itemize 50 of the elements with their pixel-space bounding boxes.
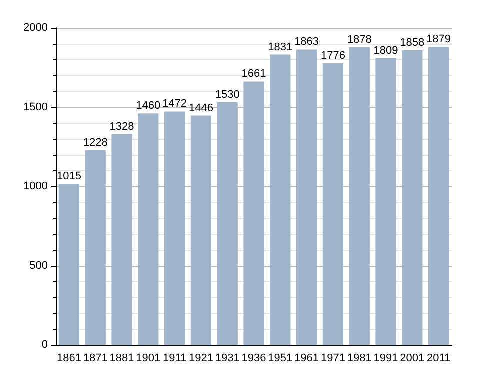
data-label: 1863 (294, 36, 320, 48)
bar (217, 102, 238, 345)
data-label: 1446 (188, 102, 214, 114)
bar (244, 82, 264, 345)
bar (164, 112, 186, 345)
data-label: 1472 (162, 98, 188, 110)
x-tick-label: 1881 (110, 352, 134, 364)
y-tick-label: 1000 (24, 180, 48, 192)
bar (376, 58, 396, 345)
data-label: 1661 (242, 68, 266, 80)
bar (428, 47, 450, 345)
bar (270, 54, 291, 345)
data-label: 1809 (374, 44, 398, 57)
bar (349, 47, 370, 345)
x-tick-label: 1981 (347, 352, 372, 364)
data-label: 1858 (400, 37, 425, 50)
data-label: 1878 (347, 34, 372, 46)
data-label: 1530 (215, 88, 240, 101)
bar (85, 150, 106, 345)
x-tick-label: 2001 (400, 352, 425, 364)
x-tick-label: 1931 (215, 352, 240, 364)
data-label: 1776 (320, 50, 346, 62)
x-tick-label: 1971 (320, 352, 346, 364)
x-tick-label: 1961 (294, 352, 320, 364)
bar (58, 184, 80, 345)
y-tick-label: 1500 (24, 101, 48, 114)
data-label: 1831 (268, 41, 293, 54)
x-tick-label: 1951 (268, 352, 293, 364)
y-tick-label: 2000 (24, 22, 48, 34)
data-label: 1328 (110, 121, 134, 134)
bar (190, 116, 212, 345)
x-tick-label: 1991 (374, 352, 398, 364)
x-tick-label: 1936 (242, 352, 266, 364)
data-label: 1228 (83, 136, 108, 149)
bar (322, 64, 344, 345)
x-tick-label: 1901 (136, 352, 161, 364)
bar (402, 50, 423, 345)
x-tick-label: 1871 (83, 352, 108, 364)
y-tick-label: 500 (30, 260, 48, 272)
data-label: 1879 (426, 34, 452, 46)
x-tick-label: 1921 (188, 352, 214, 364)
y-tick-label: 0 (42, 339, 48, 351)
x-tick-label: 1911 (162, 352, 187, 364)
bar (112, 134, 132, 345)
x-tick-label: 2011 (426, 352, 451, 364)
data-label: 1460 (136, 100, 161, 112)
bar (138, 114, 159, 345)
bar (296, 50, 318, 345)
x-tick-label: 1861 (56, 352, 82, 364)
data-label: 1015 (56, 170, 82, 183)
